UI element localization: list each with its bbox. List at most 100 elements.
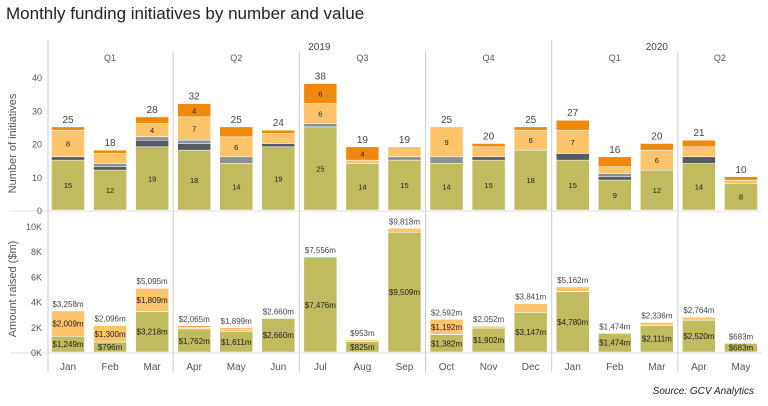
bar-segment: [471, 325, 506, 329]
bar-segment: [177, 149, 211, 211]
x-tick-label: Jan: [565, 362, 581, 373]
x-tick-label: May: [227, 362, 246, 373]
x-tick-label: May: [732, 362, 751, 373]
bar-segment: [471, 156, 506, 161]
segment-label: 14: [358, 183, 366, 192]
bar-segment: [429, 319, 464, 335]
bar-segment: [219, 126, 253, 138]
y-axis-label: Amount raised ($m): [7, 241, 19, 338]
total-label: 24: [273, 118, 285, 129]
y-tick-label: 4K: [31, 298, 42, 308]
bar-segment: [513, 303, 548, 313]
segment-label: $1,300m: [94, 330, 125, 339]
bar-segment: [682, 316, 716, 321]
segment-label: $1,902m: [473, 336, 504, 345]
bar-segment: [219, 327, 253, 330]
bar-segment: [387, 228, 422, 233]
segment-label: $1,809m: [137, 296, 168, 305]
bar-segment: [555, 153, 590, 161]
bar-segment: [135, 146, 169, 211]
total-label: $2,336m: [641, 312, 672, 321]
x-tick-label: Apr: [691, 362, 707, 373]
bar-segment: [640, 143, 674, 151]
bar-segment: [177, 143, 211, 151]
total-label: $953m: [350, 329, 375, 338]
y-tick-label: 10K: [26, 222, 42, 232]
total-label: $2,660m: [263, 307, 294, 316]
segment-label: 7: [571, 138, 575, 147]
bar-segment: [261, 133, 296, 144]
total-label: $9,818m: [389, 217, 420, 226]
segment-label: $3,147m: [515, 328, 546, 337]
bar-segment: [303, 126, 338, 211]
bar-segment: [682, 163, 716, 211]
y-tick-label: 30: [32, 106, 42, 116]
bar-segment: [640, 325, 674, 353]
y-tick-label: 0: [37, 206, 42, 216]
bar-segment: [51, 156, 85, 161]
bar-segment: [724, 343, 758, 353]
y-axis-label: Number of initiatives: [7, 93, 19, 193]
segment-label: $7,476m: [305, 301, 336, 310]
x-tick-label: Sep: [396, 362, 414, 373]
segment-label: $1,382m: [431, 339, 462, 348]
bar-segment: [555, 159, 590, 211]
bar-segment: [471, 159, 506, 211]
total-label: $2,065m: [179, 315, 210, 324]
segment-label: 15: [400, 181, 408, 190]
total-label: $1,899m: [221, 317, 252, 326]
segment-label: $2,111m: [642, 335, 672, 344]
segment-label: 6: [318, 90, 322, 99]
y-tick-label: 20: [32, 140, 42, 150]
bar-segment: [51, 310, 85, 337]
bar-segment: [345, 163, 380, 211]
bar-segment: [93, 169, 127, 211]
bar-segment: [598, 333, 632, 353]
total-label: $2,764m: [683, 306, 714, 315]
segment-label: 9: [444, 138, 448, 147]
bar-segment: [177, 139, 211, 144]
total-label: 21: [693, 128, 705, 139]
bar-segment: [387, 156, 422, 161]
segment-label: $1,762m: [179, 337, 210, 346]
segment-label: 12: [653, 186, 661, 195]
source-note: Source: GCV Analytics: [652, 386, 754, 397]
bar-segment: [51, 129, 85, 158]
total-label: 10: [735, 165, 747, 176]
segment-label: $2,520m: [683, 332, 714, 341]
bar-segment: [513, 312, 548, 353]
segment-label: 18: [526, 176, 534, 185]
total-label: $5,095m: [137, 277, 168, 286]
y-tick-label: 10: [32, 173, 42, 183]
segment-label: 19: [148, 174, 156, 183]
segment-label: $3,218m: [137, 328, 168, 337]
y-tick-label: 40: [32, 73, 42, 83]
bar-segment: [93, 166, 127, 171]
y-tick-label: 2K: [31, 323, 42, 333]
quarter-label: Q4: [483, 53, 495, 63]
bar-segment: [598, 156, 632, 168]
total-label: 25: [231, 115, 243, 126]
segment-label: 9: [613, 191, 617, 200]
bar-segment: [513, 149, 548, 211]
bar-segment: [303, 256, 338, 259]
bar-segment: [219, 156, 253, 164]
bar-segment: [303, 123, 338, 128]
segment-label: $9,509m: [389, 288, 420, 297]
segment-label: 14: [695, 183, 703, 192]
x-tick-label: Mar: [144, 362, 162, 373]
y-tick-label: 6K: [31, 272, 42, 282]
segment-label: 25: [316, 164, 324, 173]
segment-label: 4: [360, 149, 364, 158]
bar-segment: [682, 146, 716, 158]
bar-segment: [261, 318, 296, 353]
total-label: 25: [62, 115, 74, 126]
bar-segment: [261, 143, 296, 148]
segment-label: 7: [192, 125, 196, 134]
segment-label: 15: [64, 181, 72, 190]
total-label: $2,052m: [473, 315, 504, 324]
bar-segment: [640, 322, 674, 325]
x-tick-label: Oct: [439, 362, 455, 373]
segment-label: 14: [232, 183, 240, 192]
